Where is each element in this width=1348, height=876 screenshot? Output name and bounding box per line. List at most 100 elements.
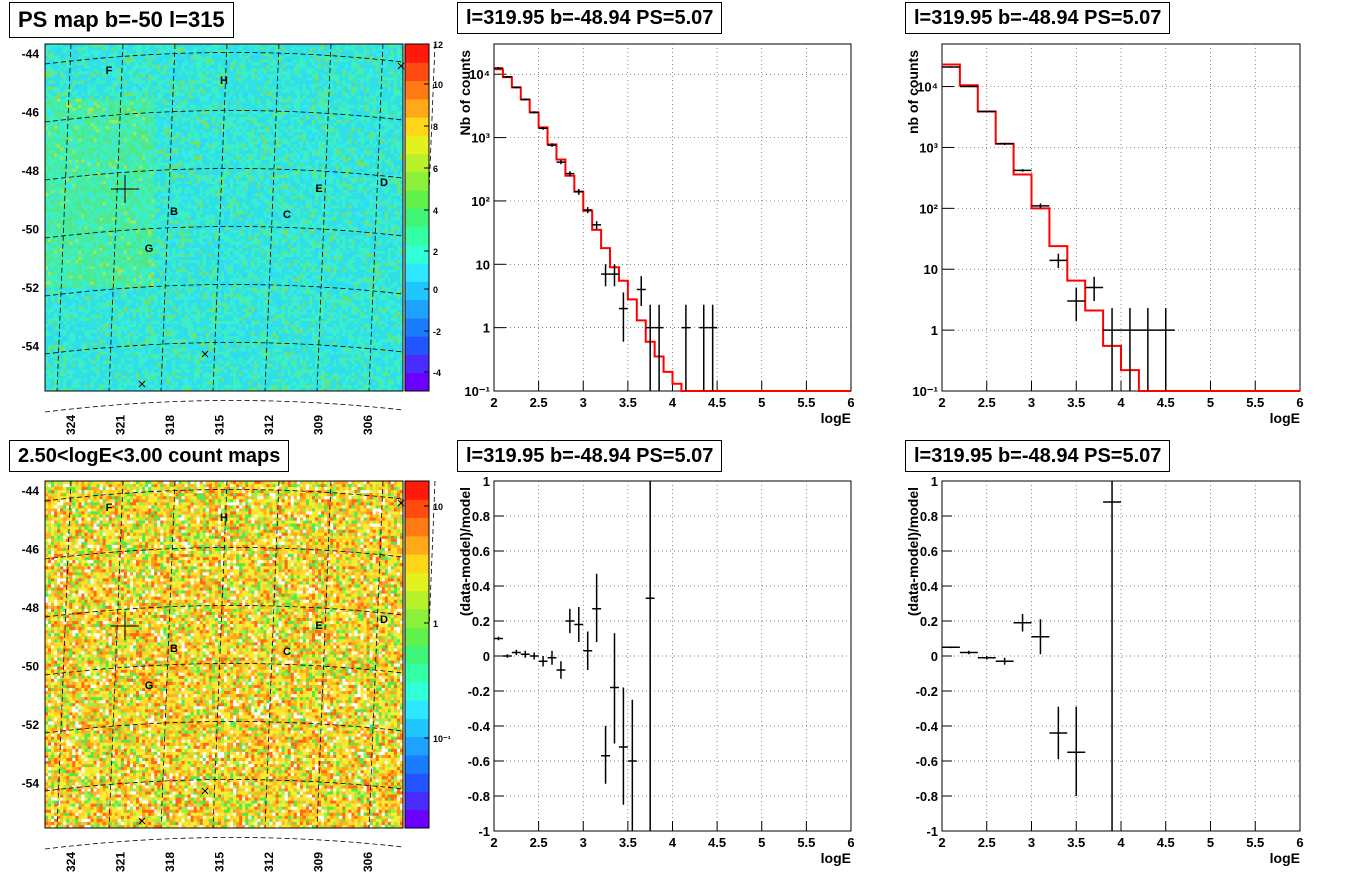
map_bottom-lon-line bbox=[212, 480, 228, 829]
map_bottom-source-label: F bbox=[106, 502, 113, 514]
residual-mid-data-point bbox=[494, 636, 503, 641]
residual-right-data-point bbox=[959, 650, 978, 655]
map_bottom-x-tick: 315 bbox=[213, 852, 227, 872]
residual-right-y-tick: 1 bbox=[931, 474, 938, 489]
map_bottom-x-tick: 312 bbox=[262, 852, 276, 872]
map_bottom-y-tick: -54 bbox=[22, 777, 40, 791]
map_bottom-x-marker bbox=[138, 817, 146, 825]
spectrum-mid-y-label: Nb of counts bbox=[457, 50, 473, 136]
map_bottom-lon-line bbox=[368, 480, 384, 829]
map_top-x-tick: 312 bbox=[262, 415, 276, 435]
residual-right-data-point bbox=[1103, 481, 1121, 831]
map_top-lat-line bbox=[44, 284, 404, 297]
spectrum-mid-data-point bbox=[511, 86, 521, 89]
map_top-x-marker bbox=[397, 62, 405, 70]
map_top-y-tick: -52 bbox=[22, 281, 40, 295]
map_bottom-colorbar-cell bbox=[405, 773, 429, 792]
map_bottom-colorbar-cell bbox=[405, 663, 429, 683]
map_top-colorbar-cell bbox=[405, 153, 429, 173]
map_bottom-x-tick: 321 bbox=[114, 852, 128, 872]
spectrum-right-x-tick: 5.5 bbox=[1246, 395, 1264, 410]
map_bottom-source-label: B bbox=[170, 643, 178, 655]
residual-mid-y-tick: 0.8 bbox=[472, 509, 490, 524]
map_top-x-tick: 318 bbox=[163, 415, 177, 435]
map_top-source-label: B bbox=[170, 206, 178, 218]
map_bottom-x-tick: 318 bbox=[163, 852, 177, 872]
map_top-y-tick: -48 bbox=[22, 164, 40, 178]
map_top-x-tick: 315 bbox=[213, 415, 227, 435]
map_top-colorbar-cell bbox=[405, 62, 429, 82]
map_bottom-x-tick: 324 bbox=[64, 852, 78, 872]
map_top-lon-line bbox=[368, 43, 384, 392]
residual-right-y-tick: -0.8 bbox=[916, 789, 938, 804]
spectrum-right-y-tick: 1 bbox=[931, 323, 938, 338]
spectrum-mid-data-point bbox=[592, 221, 602, 230]
spectrum-right-title: l=319.95 b=-48.94 PS=5.07 bbox=[905, 2, 1171, 34]
spectrum-mid-y-tick: 10² bbox=[471, 194, 490, 209]
residual-mid-x-tick: 4 bbox=[669, 835, 677, 850]
map_top-colorbar-cell bbox=[405, 372, 429, 392]
spectrum-mid-model-line bbox=[494, 68, 851, 392]
residual-mid-data-point bbox=[502, 654, 512, 658]
residual-mid-data-point bbox=[574, 607, 584, 642]
map_bottom-colorbar-cell bbox=[405, 590, 429, 610]
map_bottom-y-tick: -46 bbox=[22, 543, 40, 557]
spectrum-right-y-tick: 10 bbox=[924, 262, 938, 277]
spectrum-right-y-tick: 10⁻¹ bbox=[912, 384, 938, 399]
map_bottom-colorbar-cell bbox=[405, 535, 429, 555]
map_top-source-label: D bbox=[380, 177, 388, 189]
residual-mid-data-point bbox=[556, 661, 566, 679]
residual-mid-data-point bbox=[601, 726, 611, 784]
spectrum-mid-data-point bbox=[565, 171, 575, 177]
spectrum-right-x-tick: 6 bbox=[1296, 395, 1303, 410]
residual-right-title: l=319.95 b=-48.94 PS=5.07 bbox=[905, 440, 1171, 472]
map_top-colorbar-tick: 6 bbox=[433, 164, 438, 174]
residual-right-data-point bbox=[1049, 706, 1068, 760]
map_bottom-colorbar-tick: 1 bbox=[433, 619, 438, 629]
map_top-colorbar-cell bbox=[405, 98, 429, 118]
residual-right-x-tick: 4 bbox=[1117, 835, 1125, 850]
spectrum-right-model-line bbox=[942, 63, 1300, 392]
residual-mid-y-tick: 0.4 bbox=[472, 579, 491, 594]
residual-mid-y-tick: -1 bbox=[478, 824, 490, 839]
residual-right-x-tick: 3.5 bbox=[1067, 835, 1085, 850]
spectrum-mid-x-tick: 4 bbox=[669, 395, 677, 410]
spectrum-mid-data-point bbox=[699, 304, 709, 391]
residual-mid-y-tick: 0.6 bbox=[472, 544, 490, 559]
residual-mid-data-point bbox=[618, 687, 628, 805]
spectrum-mid-data-point bbox=[636, 276, 646, 306]
map_top-colorbar-tick: 2 bbox=[433, 247, 438, 257]
residual-right-y-tick: -0.4 bbox=[916, 719, 939, 734]
spectrum-right-y-tick: 10² bbox=[919, 201, 938, 216]
map_top-lon-line bbox=[160, 43, 176, 392]
residual-right-x-tick: 3 bbox=[1028, 835, 1035, 850]
spectrum-mid-data-point bbox=[618, 292, 628, 342]
spectrum-mid-data-point bbox=[520, 98, 530, 101]
map_top-colorbar-tick: 4 bbox=[433, 206, 438, 216]
map_top-map bbox=[45, 44, 404, 392]
spectrum-mid-plot-frame bbox=[493, 43, 852, 392]
map_top-colorbar-tick: 8 bbox=[433, 122, 438, 132]
map_top-lat-line bbox=[44, 400, 404, 413]
residual-mid-data-point bbox=[592, 573, 602, 642]
residual-right-data-point bbox=[977, 656, 996, 660]
residual-right-plot-frame bbox=[941, 480, 1301, 832]
spectrum-right-y-tick: 10⁴ bbox=[917, 80, 938, 95]
residual-mid-x-tick: 5.5 bbox=[797, 835, 815, 850]
map_bottom-source-label: H bbox=[220, 512, 228, 524]
map_top-colorbar-cell bbox=[405, 117, 429, 136]
spectrum-right-x-tick: 4 bbox=[1117, 395, 1125, 410]
map_bottom-lat-line bbox=[44, 605, 404, 618]
map_top-colorbar-cell bbox=[405, 171, 429, 191]
residual-right-y-tick: 0.8 bbox=[920, 509, 938, 524]
spectrum-mid-data-point bbox=[654, 304, 664, 391]
map_bottom-lat-line bbox=[44, 779, 404, 792]
spectrum-mid-data-point bbox=[529, 111, 539, 114]
residual-mid-x-tick: 3.5 bbox=[619, 835, 637, 850]
spectrum-right-data-point bbox=[1156, 308, 1175, 391]
map_bottom-colorbar-cell bbox=[405, 809, 429, 829]
map_bottom-colorbar-cell bbox=[405, 554, 429, 573]
map_bottom-colorbar-cell bbox=[405, 572, 429, 592]
map_top-lon-line bbox=[212, 43, 228, 392]
spectrum-right-data-point bbox=[1085, 276, 1104, 302]
